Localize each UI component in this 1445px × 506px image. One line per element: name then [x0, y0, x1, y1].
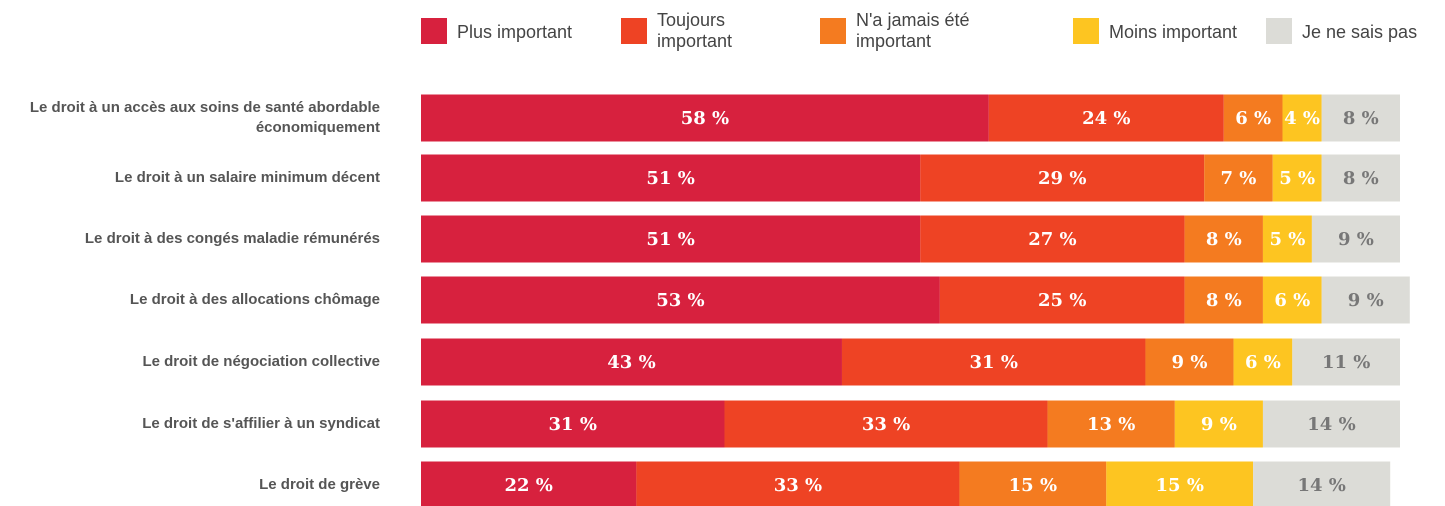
value-label: 9 %: [1201, 414, 1237, 435]
category-label: Le droit à un salaire minimum décent: [114, 169, 380, 186]
legend-label: N'a jamais été important: [856, 10, 970, 51]
value-label: 25 %: [1038, 290, 1086, 311]
value-label: 8 %: [1343, 108, 1379, 129]
value-label: 4 %: [1284, 108, 1320, 129]
category-label: Le droit de grève: [259, 476, 380, 493]
value-label: 9 %: [1338, 229, 1374, 250]
value-label: 6 %: [1235, 108, 1271, 129]
bar-segment: [920, 154, 1205, 202]
value-label: 14 %: [1307, 414, 1355, 435]
bar-segment: [939, 276, 1185, 324]
value-label: 6 %: [1245, 352, 1281, 373]
bar-segment: [988, 94, 1224, 142]
bar-segment: [421, 215, 921, 263]
legend-swatch: [621, 18, 647, 44]
bar-segment: [1262, 215, 1312, 263]
value-label: 8 %: [1206, 229, 1242, 250]
bar-segment: [1047, 400, 1175, 448]
bar-segment: [1184, 276, 1263, 324]
bar-segment: [1321, 154, 1400, 202]
value-label: 8 %: [1343, 168, 1379, 189]
value-label: 11 %: [1322, 352, 1370, 373]
bar-segment: [421, 400, 725, 448]
legend-label: Je ne sais pas: [1302, 22, 1418, 42]
value-label: 53 %: [656, 290, 704, 311]
legend-item: N'a jamais été important: [820, 10, 996, 52]
value-label: 33 %: [774, 475, 822, 496]
bar-segment: [636, 461, 960, 506]
bar-segment: [1272, 154, 1322, 202]
value-label: 7 %: [1221, 168, 1257, 189]
legend-label: Moins important: [1109, 22, 1238, 42]
value-label: 9 %: [1172, 352, 1208, 373]
legend-swatch: [1073, 18, 1099, 44]
bar-segment: [1262, 276, 1322, 324]
bar-segment: [1321, 94, 1400, 142]
bar-segment: [1233, 338, 1293, 386]
bar-segment: [421, 94, 989, 142]
bar-segment: [724, 400, 1048, 448]
legend-label: Toujours important: [657, 10, 733, 51]
bar-segment: [1223, 94, 1283, 142]
bar-segment: [421, 154, 921, 202]
legend-swatch: [1266, 18, 1292, 44]
value-label: 58 %: [681, 108, 729, 129]
bar-segment: [1184, 215, 1263, 263]
bar-segment: [1292, 338, 1400, 386]
value-label: 9 %: [1348, 290, 1384, 311]
value-label: 51 %: [646, 168, 694, 189]
bar-segment: [1145, 338, 1234, 386]
bar-segment: [1204, 154, 1273, 202]
bar-segment: [421, 461, 637, 506]
value-label: 15 %: [1156, 475, 1204, 496]
value-label: 33 %: [862, 414, 910, 435]
bar-segment: [920, 215, 1185, 263]
value-label: 14 %: [1297, 475, 1345, 496]
value-label: 15 %: [1009, 475, 1057, 496]
legend-item: Toujours important: [621, 10, 757, 52]
bar-segment: [959, 461, 1107, 506]
bar-segment: [1321, 276, 1410, 324]
bar-segment: [1174, 400, 1263, 448]
bar-segment: [1253, 461, 1391, 506]
category-label: Le droit de s'affilier à un syndicat: [142, 415, 380, 432]
legend-item: Plus important: [421, 10, 572, 44]
bar-segment: [1106, 461, 1254, 506]
value-label: 13 %: [1087, 414, 1135, 435]
legend-item: Je ne sais pas: [1266, 10, 1417, 44]
category-label: Le droit de négociation collective: [142, 353, 380, 370]
legend-swatch: [820, 18, 846, 44]
legend-item: Moins important: [1073, 10, 1237, 44]
value-label: 6 %: [1274, 290, 1310, 311]
legend-swatch: [421, 18, 447, 44]
bar-segment: [421, 338, 842, 386]
value-label: 43 %: [607, 352, 655, 373]
bar-segment: [1311, 215, 1400, 263]
value-label: 8 %: [1206, 290, 1242, 311]
value-label: 24 %: [1082, 108, 1130, 129]
bar-segment: [1262, 400, 1400, 448]
bar-segment: [1282, 94, 1322, 142]
legend-label: Plus important: [457, 22, 573, 42]
category-label: Le droit à un accès aux soins de santé a…: [29, 99, 380, 136]
category-label: Le droit à des allocations chômage: [129, 291, 380, 308]
value-label: 22 %: [504, 475, 552, 496]
value-label: 51 %: [646, 229, 694, 250]
bar-segment: [421, 276, 940, 324]
value-label: 31 %: [970, 352, 1018, 373]
value-label: 29 %: [1038, 168, 1086, 189]
value-label: 27 %: [1028, 229, 1076, 250]
value-label: 5 %: [1269, 229, 1305, 250]
value-label: 5 %: [1279, 168, 1315, 189]
value-label: 31 %: [549, 414, 597, 435]
category-label: Le droit à des congés maladie rémunérés: [84, 230, 380, 247]
bar-segment: [841, 338, 1146, 386]
